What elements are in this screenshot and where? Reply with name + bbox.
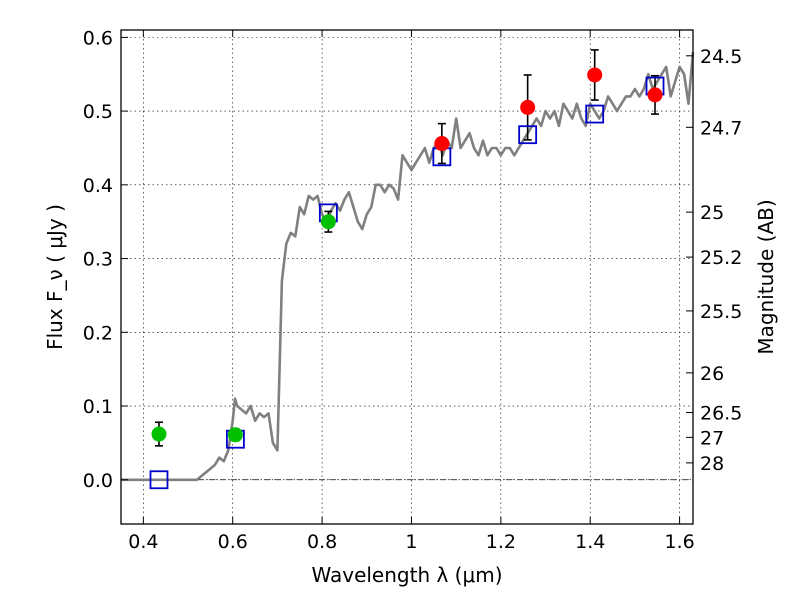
y-tick-label: 0.2 — [83, 322, 113, 344]
red-data-point — [520, 99, 536, 115]
green-data-point — [227, 427, 243, 443]
x-tick-label: 1.2 — [486, 531, 516, 553]
right-tick-label: 28 — [700, 453, 724, 475]
x-tick-label: 0.6 — [218, 531, 248, 553]
grid — [121, 30, 693, 524]
model-square-marker — [585, 104, 605, 124]
model-square-marker — [149, 470, 169, 490]
model-spectrum-line — [121, 51, 695, 482]
right-tick-label: 24.7 — [700, 117, 742, 139]
y-tick-label: 0.4 — [83, 175, 113, 197]
x-tick-label: 1.4 — [575, 531, 605, 553]
right-tick-label: 25.5 — [700, 301, 742, 323]
x-tick-label: 0.8 — [307, 531, 337, 553]
model-square-marker — [518, 125, 538, 145]
y-axis-label: Flux F_ν ( μJy ) — [43, 204, 67, 350]
green-data-point — [320, 214, 336, 230]
y-tick-label: 0.0 — [83, 470, 113, 492]
x-tick-label: 1 — [405, 531, 417, 553]
right-tick-label: 25 — [700, 202, 724, 224]
x-tick-label: 1.6 — [664, 531, 694, 553]
right-tick-label: 24.5 — [700, 46, 742, 68]
ticks: 0.4 0.6 0.8 1 1.2 1.4 1.6 0.0 0.1 0.2 0.3 0.4 0.5 0.6… — [83, 27, 743, 553]
y-tick-label: 0.6 — [83, 27, 113, 49]
y-tick-label: 0.1 — [83, 396, 113, 418]
y-tick-label: 0.5 — [83, 101, 113, 123]
x-tick-label: 0.4 — [128, 531, 158, 553]
red-data-point — [647, 87, 663, 103]
data-points — [151, 67, 663, 443]
right-axis-label: Magnitude (AB) — [754, 199, 778, 354]
green-data-point — [151, 426, 167, 442]
plot-frame — [120, 29, 694, 525]
right-tick-label: 25.2 — [700, 247, 742, 269]
right-tick-label: 27 — [700, 427, 724, 449]
right-tick-label: 26.5 — [700, 403, 742, 425]
red-data-point — [434, 136, 450, 152]
x-axis-label: Wavelength λ (μm) — [311, 563, 502, 587]
right-tick-label: 26 — [700, 363, 724, 385]
red-data-point — [587, 67, 603, 83]
model-spectrum — [121, 51, 695, 482]
y-tick-label: 0.3 — [83, 249, 113, 271]
